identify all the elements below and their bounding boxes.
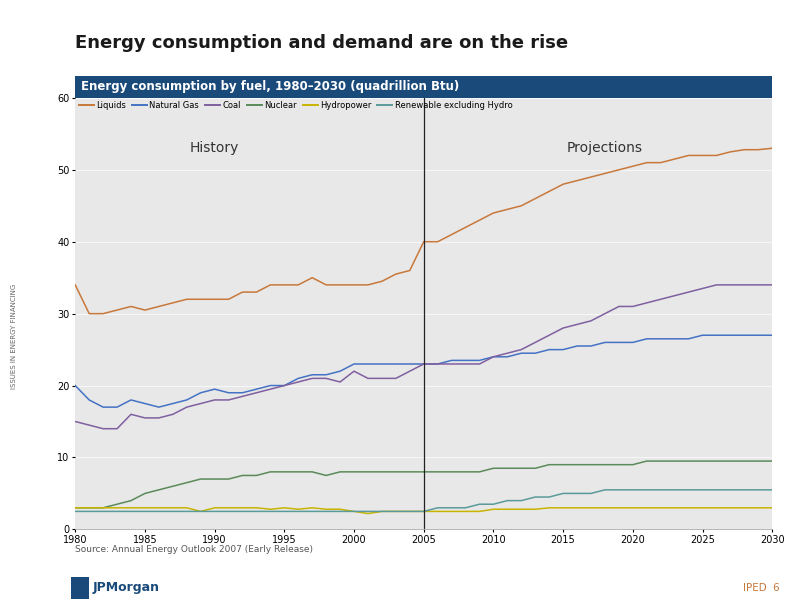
Text: History: History bbox=[190, 141, 239, 155]
Text: IPED: IPED bbox=[743, 583, 767, 592]
Text: 6: 6 bbox=[772, 583, 779, 592]
Text: Source: Annual Energy Outlook 2007 (Early Release): Source: Annual Energy Outlook 2007 (Earl… bbox=[75, 545, 314, 554]
Legend: Liquids, Natural Gas, Coal, Nuclear, Hydropower, Renewable excluding Hydro: Liquids, Natural Gas, Coal, Nuclear, Hyd… bbox=[77, 100, 514, 112]
Text: ISSUES IN ENERGY FINANCING: ISSUES IN ENERGY FINANCING bbox=[11, 284, 17, 389]
Text: JPMorgan: JPMorgan bbox=[93, 581, 160, 594]
Text: Projections: Projections bbox=[567, 141, 643, 155]
Text: Energy consumption by fuel, 1980–2030 (quadrillion Btu): Energy consumption by fuel, 1980–2030 (q… bbox=[81, 80, 459, 94]
Text: Energy consumption and demand are on the rise: Energy consumption and demand are on the… bbox=[75, 34, 569, 51]
